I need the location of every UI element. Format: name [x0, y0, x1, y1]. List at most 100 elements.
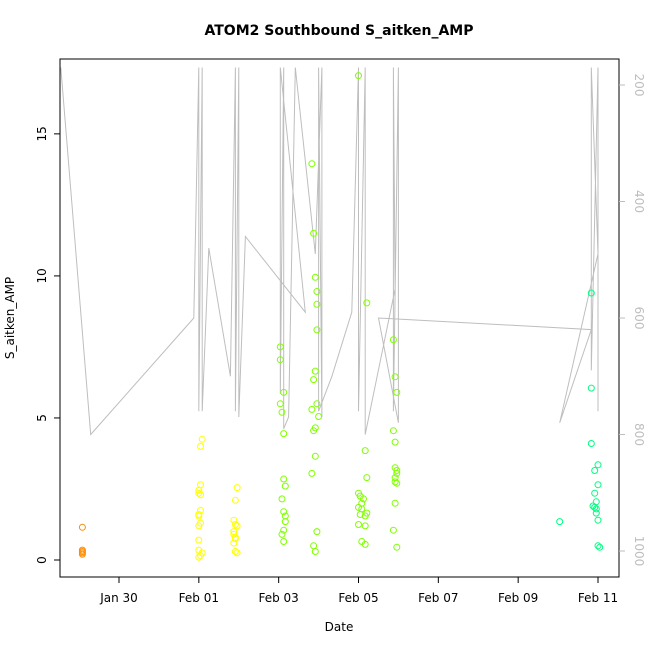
points-layer [78, 72, 604, 561]
data-point [594, 481, 602, 489]
data-point [355, 521, 362, 528]
data-point [231, 496, 239, 504]
y2-tick-label: 400 [632, 190, 646, 213]
data-point [591, 503, 599, 511]
data-point [280, 538, 288, 545]
data-point [361, 540, 369, 548]
data-point [280, 526, 288, 534]
data-point [230, 516, 238, 524]
data-point [280, 475, 288, 483]
data-point [231, 521, 239, 528]
y2-tick-label: 200 [632, 74, 646, 97]
data-point [310, 542, 318, 550]
x-tick-label: Jan 30 [99, 591, 138, 605]
y-tick-label: 15 [35, 126, 49, 141]
data-point [594, 461, 602, 469]
data-point [281, 518, 289, 526]
data-point [311, 452, 319, 460]
data-point [389, 336, 397, 344]
data-point [311, 273, 319, 281]
data-point [310, 376, 318, 384]
data-point [197, 552, 204, 560]
data-point [393, 467, 401, 474]
data-point [78, 523, 86, 531]
data-point [391, 499, 399, 507]
data-point [594, 516, 602, 524]
y-tick-label: 10 [35, 268, 49, 283]
data-point [281, 482, 289, 490]
data-point [195, 553, 203, 561]
data-point [276, 343, 284, 351]
data-point [355, 72, 362, 80]
data-point [195, 522, 203, 530]
data-point [308, 405, 316, 413]
data-point [280, 388, 288, 396]
secondary-line-layer [60, 67, 599, 436]
data-point [311, 548, 319, 555]
data-point [389, 526, 397, 534]
data-point [389, 427, 397, 435]
data-point [587, 289, 595, 297]
data-point [355, 503, 362, 511]
data-point [313, 288, 321, 295]
data-point [197, 442, 204, 450]
y2-tick-label: 600 [632, 307, 646, 330]
y-tick-label: 0 [35, 556, 49, 564]
data-point [78, 550, 86, 558]
data-point [361, 447, 369, 455]
x-tick-label: Feb 07 [418, 591, 458, 605]
y-tick-label: 5 [35, 414, 49, 422]
data-point [197, 491, 204, 499]
data-point [195, 489, 203, 497]
x-tick-label: Feb 11 [578, 591, 618, 605]
data-point [391, 478, 399, 486]
data-point [361, 512, 369, 520]
data-point [360, 495, 367, 503]
data-point [280, 508, 288, 516]
data-point [592, 509, 600, 517]
data-point [310, 427, 318, 435]
data-point [393, 479, 401, 487]
data-point [233, 549, 241, 557]
x-tick-label: Feb 01 [179, 591, 219, 605]
data-point [591, 467, 599, 474]
data-point [596, 543, 604, 551]
data-point [587, 384, 595, 392]
data-point [313, 528, 321, 536]
y2-tick-label: 800 [632, 423, 646, 446]
data-point [591, 489, 599, 497]
data-point [310, 229, 318, 237]
data-point [587, 440, 595, 447]
data-point [592, 498, 600, 506]
y-axis: 0 5 10 15 [35, 126, 60, 564]
data-point [311, 367, 319, 375]
data-point [391, 373, 399, 381]
data-point [276, 356, 284, 364]
data-point [278, 408, 286, 416]
secondary-series-line [60, 67, 599, 436]
data-point [308, 160, 316, 168]
data-point [594, 542, 602, 550]
y2-tick-label: 1000 [632, 536, 646, 567]
data-point [393, 469, 401, 477]
data-point [393, 543, 401, 551]
data-point [195, 486, 203, 494]
x-axis-label: Date [325, 620, 354, 634]
data-point [233, 484, 241, 492]
x-tick-label: Feb 09 [498, 591, 538, 605]
data-point [278, 530, 286, 538]
data-point [315, 413, 323, 420]
data-point [393, 388, 401, 396]
data-point [391, 438, 399, 446]
data-point [313, 300, 321, 308]
data-point [233, 522, 241, 530]
data-point [313, 326, 321, 334]
y-axis-label: S_aitken_AMP [3, 277, 17, 359]
data-point [556, 518, 564, 526]
plot-frame [59, 58, 620, 578]
data-point [197, 481, 204, 489]
data-point [231, 535, 239, 543]
x-tick-label: Feb 03 [258, 591, 298, 605]
data-point [195, 512, 203, 520]
